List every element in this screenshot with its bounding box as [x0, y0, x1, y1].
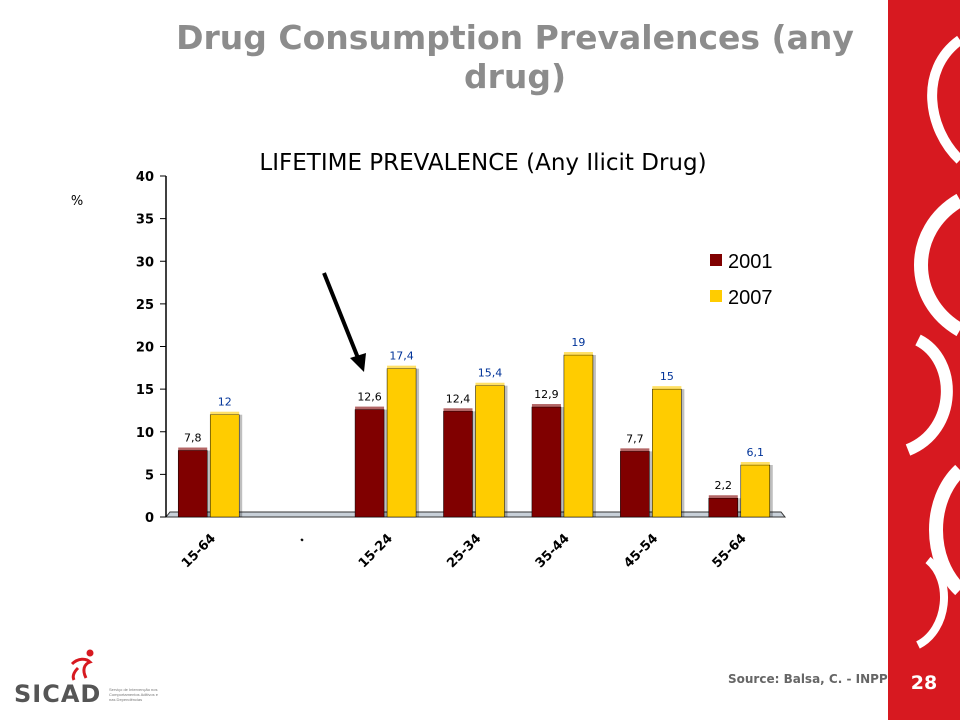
legend-label: 2001 [728, 251, 773, 273]
legend-swatch [710, 290, 722, 302]
bar-top [620, 448, 650, 452]
bar-top [387, 365, 417, 369]
y-tick-label: 15 [136, 383, 154, 398]
bar-shade [769, 464, 773, 517]
decorative-swirl-icon [905, 35, 960, 649]
data-label: 12 [218, 396, 232, 409]
data-label: 15,4 [478, 367, 503, 380]
bar-2001-15-24 [354, 409, 385, 518]
y-tick-label: 40 [136, 170, 154, 185]
y-tick-label: 0 [145, 511, 154, 526]
chart-bars [177, 352, 773, 518]
x-category-label: 45-54 [621, 531, 661, 571]
bar-2007-35-44 [563, 354, 594, 518]
bar-top [355, 406, 385, 410]
y-tick-label: 30 [136, 255, 154, 270]
data-label: 2,2 [715, 479, 733, 492]
y-tick-label: 10 [136, 426, 154, 441]
legend-label: 2007 [728, 287, 773, 309]
data-label: 12,6 [357, 391, 382, 404]
bar-shade [592, 355, 596, 517]
bar-2001-45-54 [620, 451, 650, 518]
bar-top [443, 408, 473, 412]
bar-shade [737, 498, 741, 517]
bar-shade [239, 414, 243, 517]
bar-top [652, 386, 682, 390]
bar-2007-55-64 [740, 464, 771, 518]
y-axis-unit-label: % [71, 194, 83, 209]
x-category-label: . [293, 531, 307, 545]
y-tick-label: 5 [145, 468, 154, 483]
chart-title: LIFETIME PREVALENCE (Any Ilicit Drug) [259, 150, 706, 176]
bar-chart: LIFETIME PREVALENCE (Any Ilicit Drug) % … [71, 150, 787, 571]
bar-shade [681, 389, 685, 517]
chart-data-labels: 7,8 12 12,6 17,4 12,4 15,4 12,9 19 7,7 15 2,2 6,1 [184, 336, 764, 492]
x-category-label: 15-64 [179, 531, 219, 571]
bar-2001-25-34 [443, 411, 473, 518]
sicad-logo-icon [70, 649, 94, 681]
y-tick-label: 35 [136, 213, 154, 228]
bar-top [740, 461, 770, 465]
source-note: Source: Balsa, C. - INPP [728, 672, 888, 686]
x-category-label: 15-24 [356, 531, 396, 571]
bar-shade [504, 385, 508, 517]
bar-shade [416, 368, 420, 517]
bar-shade [649, 451, 653, 517]
data-label: 6,1 [747, 446, 765, 459]
logo-text: SICAD [14, 680, 102, 708]
sicad-logo: SICAD Serviço de Intervenção nos Comport… [14, 648, 158, 710]
chart-category-labels: 15-64. 15-24 25-34 35-44 45-54 55-64 [179, 531, 750, 571]
bar-top [475, 382, 505, 386]
bar-2007-15-64 [209, 414, 240, 518]
data-label: 12,9 [534, 388, 559, 401]
chart-legend: 2001 2007 [710, 251, 773, 309]
x-category-label: 55-64 [710, 531, 750, 571]
slide-title: Drug Consumption Prevalences (any drug) [176, 18, 854, 96]
bar-top [563, 352, 593, 356]
page-number: 28 [910, 672, 938, 694]
logo-subtext: Serviço de Intervenção nos Comportamento… [109, 687, 158, 702]
bar-top [178, 447, 208, 451]
bar-2007-25-34 [475, 385, 505, 518]
bar-top [531, 404, 561, 408]
bar-shade [384, 409, 388, 517]
annotation-arrow [322, 272, 366, 372]
bar-2001-55-64 [708, 497, 739, 518]
bar-shade [472, 411, 476, 517]
decorative-band: 28 [888, 0, 960, 720]
bar-shade [560, 407, 564, 517]
x-category-label: 25-34 [444, 531, 484, 571]
bar-top [708, 495, 738, 499]
data-label: 19 [571, 336, 585, 349]
bar-top [210, 411, 240, 415]
x-category-label: 35-44 [533, 531, 573, 571]
bar-2007-15-24 [386, 368, 417, 518]
data-label: 7,8 [184, 432, 202, 445]
bar-2001-35-44 [531, 406, 562, 518]
bar-2007-45-54 [652, 388, 682, 518]
data-label: 17,4 [389, 350, 414, 363]
data-label: 15 [660, 370, 674, 383]
bar-shade [207, 450, 211, 517]
bar-2001-15-64 [177, 450, 208, 518]
data-label: 7,7 [626, 432, 644, 445]
legend-swatch [710, 254, 722, 266]
y-tick-label: 20 [136, 341, 154, 356]
data-label: 12,4 [446, 392, 471, 405]
y-tick-label: 25 [136, 298, 154, 313]
